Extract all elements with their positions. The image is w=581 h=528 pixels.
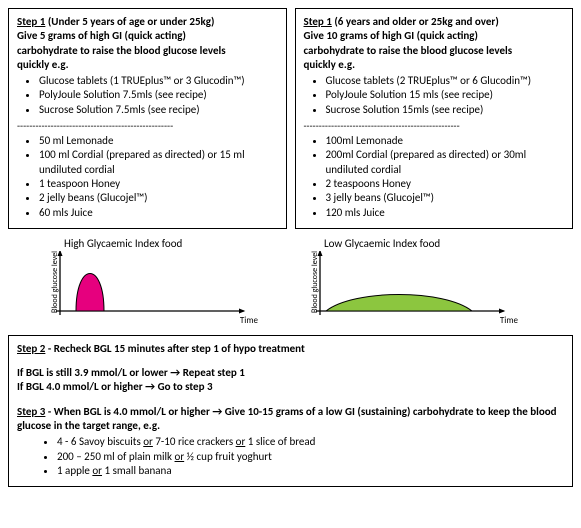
chart-svg — [54, 251, 254, 321]
list-b: 50 ml Lemonade 100 ml Cordial (prepared … — [17, 134, 278, 220]
step1-over6-box: Step 1 (6 years and older or 25kg and ov… — [295, 8, 574, 229]
step2-label: Step 2 — [17, 342, 45, 355]
step2-line: Step 2 - Recheck BGL 15 minutes after st… — [17, 342, 564, 356]
list-item: 50 ml Lemonade — [39, 134, 278, 148]
txt: 1 apple — [57, 464, 92, 477]
txt: ½ cup fruit yoghurt — [184, 450, 272, 463]
list-item: 3 jelly beans (Glucojel™) — [326, 191, 565, 205]
intro-line: quickly e.g. — [304, 58, 565, 72]
step1-over6-header: Step 1 (6 years and older or 25kg and ov… — [304, 15, 565, 29]
x-axis-label: Time — [500, 315, 518, 327]
low-gi-chart: Low Glycaemic Index food Blood glucose l… — [288, 237, 518, 327]
cond-line: If BGL 4.0 mmol/L or higher → Go to step… — [17, 380, 564, 394]
list-b: 100ml Lemonade 200ml Cordial (prepared a… — [304, 134, 565, 220]
charts-row: High Glycaemic Index food Blood glucose … — [28, 237, 573, 327]
or: or — [236, 435, 246, 448]
intro-line: carbohydrate to raise the blood glucose … — [304, 44, 565, 58]
step3-line: Step 3 - When BGL is 4.0 mmol/L or highe… — [17, 405, 564, 434]
intro-line: Give 5 grams of high GI (quick acting) — [17, 29, 278, 43]
list-item: Sucrose Solution 15mls (see recipe) — [326, 103, 565, 117]
list-item: 100ml Lemonade — [326, 134, 565, 148]
intro-line: carbohydrate to raise the blood glucose … — [17, 44, 278, 58]
chart-title: High Glycaemic Index food — [64, 237, 182, 251]
list-item: 1 teaspoon Honey — [39, 177, 278, 191]
step3-label: Step 3 — [17, 405, 45, 418]
intro-line: Give 10 grams of high GI (quick acting) — [304, 29, 565, 43]
high-gi-chart: High Glycaemic Index food Blood glucose … — [28, 237, 258, 327]
step2-text: - Recheck BGL 15 minutes after step 1 of… — [45, 342, 304, 355]
txt: 200 – 250 ml of plain milk — [57, 450, 175, 463]
step-cond: (6 years and older or 25kg and over) — [332, 15, 499, 28]
chart-svg — [314, 251, 514, 321]
list-a: Glucose tablets (2 TRUEplus™ or 6 Glucod… — [304, 74, 565, 117]
x-axis-label: Time — [240, 315, 258, 327]
step1-under5-header: Step 1 (Under 5 years of age or under 25… — [17, 15, 278, 29]
list-item: 200ml Cordial (prepared as directed) or … — [326, 148, 565, 177]
intro-line: quickly e.g. — [17, 58, 278, 72]
list-item: 100 ml Cordial (prepared as directed) or… — [39, 148, 278, 177]
list-item: Glucose tablets (2 TRUEplus™ or 6 Glucod… — [326, 74, 565, 88]
txt: 1 small banana — [102, 464, 172, 477]
list-item: 120 mls Juice — [326, 206, 565, 220]
step1-under5-box: Step 1 (Under 5 years of age or under 25… — [8, 8, 287, 229]
list-item: PolyJoule Solution 15 mls (see recipe) — [326, 88, 565, 102]
step-cond: (Under 5 years of age or under 25kg) — [45, 15, 214, 28]
separator: ----------------------------------------… — [17, 119, 278, 132]
step-label: Step 1 — [304, 15, 332, 28]
list-item: Sucrose Solution 7.5mls (see recipe) — [39, 103, 278, 117]
top-row: Step 1 (Under 5 years of age or under 25… — [8, 8, 573, 229]
list-item: 4 - 6 Savoy biscuits or 7-10 rice cracke… — [57, 435, 564, 449]
or: or — [92, 464, 102, 477]
chart-title: Low Glycaemic Index food — [324, 237, 440, 251]
list-item: 200 – 250 ml of plain milk or ½ cup frui… — [57, 450, 564, 464]
or: or — [143, 435, 153, 448]
step2-3-box: Step 2 - Recheck BGL 15 minutes after st… — [8, 335, 573, 487]
separator: ----------------------------------------… — [304, 119, 565, 132]
list-a: Glucose tablets (1 TRUEplus™ or 3 Glucod… — [17, 74, 278, 117]
list-item: PolyJoule Solution 7.5mls (see recipe) — [39, 88, 278, 102]
list-item: 2 jelly beans (Glucojel™) — [39, 191, 278, 205]
spacer — [17, 395, 564, 405]
list-item: 1 apple or 1 small banana — [57, 464, 564, 478]
txt: 4 - 6 Savoy biscuits — [57, 435, 143, 448]
list-item: 2 teaspoons Honey — [326, 177, 565, 191]
spacer — [17, 356, 564, 366]
txt: 1 slice of bread — [245, 435, 315, 448]
high-gi-shape — [76, 273, 104, 311]
or: or — [175, 450, 185, 463]
low-gi-shape — [326, 294, 472, 311]
list-item: Glucose tablets (1 TRUEplus™ or 3 Glucod… — [39, 74, 278, 88]
txt: 7-10 rice crackers — [153, 435, 236, 448]
cond-line: If BGL is still 3.9 mmol/L or lower → Re… — [17, 366, 564, 380]
step3-text: - When BGL is 4.0 mmol/L or higher → Giv… — [17, 405, 557, 432]
list-item: 60 mls Juice — [39, 206, 278, 220]
step-label: Step 1 — [17, 15, 45, 28]
step3-list: 4 - 6 Savoy biscuits or 7-10 rice cracke… — [17, 435, 564, 478]
